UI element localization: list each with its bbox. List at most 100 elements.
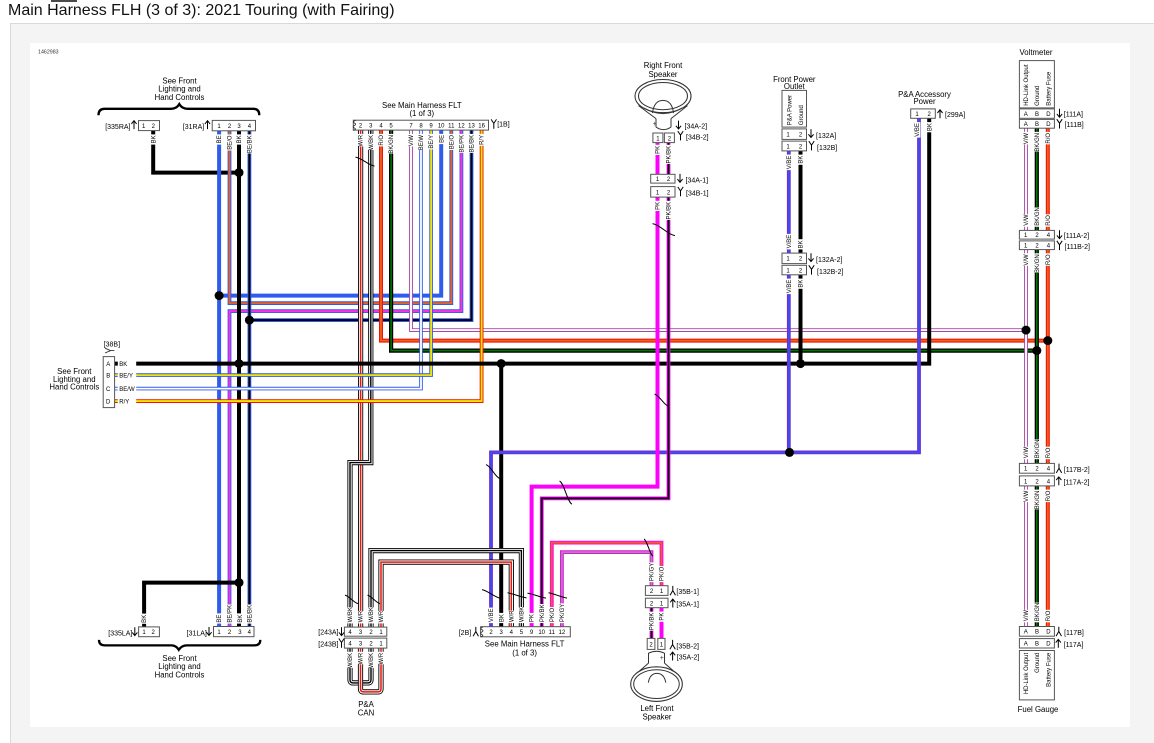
svg-text:2: 2: [152, 124, 156, 130]
svg-text:CAN: CAN: [358, 709, 374, 718]
svg-text:V/W: V/W: [1024, 215, 1030, 227]
svg-text:PK/BK: PK/BK: [540, 605, 546, 623]
svg-text:V/W: V/W: [1024, 447, 1030, 459]
svg-text:BK/GN: BK/GN: [1035, 440, 1041, 459]
svg-text:2: 2: [799, 145, 803, 151]
svg-text:V/W: V/W: [1024, 610, 1030, 622]
svg-text:1462983: 1462983: [38, 50, 59, 56]
svg-text:2: 2: [667, 191, 671, 197]
svg-text:BK/GN: BK/GN: [1035, 603, 1041, 622]
svg-text:1: 1: [142, 124, 146, 130]
svg-text:Ground: Ground: [799, 106, 805, 126]
svg-text:[117B-2]: [117B-2]: [1064, 467, 1090, 474]
svg-text:BE: BE: [217, 615, 223, 623]
svg-text:2: 2: [1035, 467, 1039, 473]
svg-text:B: B: [1035, 123, 1039, 129]
svg-text:Speaker: Speaker: [648, 71, 677, 80]
svg-text:1: 1: [786, 145, 790, 151]
svg-text:4: 4: [248, 124, 252, 130]
svg-text:2: 2: [1035, 480, 1039, 486]
svg-text:[35B-1]: [35B-1]: [676, 589, 699, 596]
svg-text:V/BE: V/BE: [787, 235, 793, 249]
svg-text:1: 1: [217, 630, 221, 636]
svg-text:11: 11: [448, 124, 455, 130]
svg-text:[299A]: [299A]: [945, 112, 965, 119]
svg-text:11: 11: [549, 630, 556, 636]
svg-text:BK: BK: [927, 123, 933, 131]
svg-text:[38B]: [38B]: [104, 342, 120, 349]
svg-text:BE/O: BE/O: [449, 135, 455, 150]
svg-text:2: 2: [668, 137, 672, 143]
svg-text:W/R: W/R: [379, 653, 385, 665]
svg-text:BE/BK: BE/BK: [247, 605, 253, 623]
svg-text:1: 1: [379, 642, 383, 648]
svg-text:P&A: P&A: [358, 700, 374, 709]
svg-text:[243B]: [243B]: [318, 642, 338, 649]
svg-text:B: B: [1035, 630, 1039, 636]
svg-text:A: A: [1024, 630, 1028, 636]
svg-text:Left Front: Left Front: [640, 704, 674, 713]
svg-text:W/R: W/R: [359, 610, 365, 622]
svg-text:V/W: V/W: [409, 135, 415, 147]
svg-text:5: 5: [389, 124, 393, 130]
svg-text:Battery Fuse: Battery Fuse: [1047, 72, 1053, 107]
svg-text:BE/W: BE/W: [419, 135, 425, 151]
svg-text:10: 10: [438, 124, 445, 130]
svg-text:[132A-2]: [132A-2]: [816, 257, 843, 264]
svg-text:[132B]: [132B]: [817, 145, 837, 152]
svg-text:1: 1: [142, 630, 146, 636]
svg-text:1: 1: [379, 630, 383, 636]
svg-text:[1B]: [1B]: [497, 122, 510, 129]
svg-text:D: D: [1046, 123, 1051, 129]
svg-text:PK/BK: PK/BK: [667, 146, 673, 164]
svg-text:1: 1: [915, 112, 919, 118]
svg-text:3: 3: [359, 630, 363, 636]
svg-text:[111A-2]: [111A-2]: [1064, 234, 1089, 241]
svg-text:8: 8: [419, 124, 423, 130]
svg-text:V/W: V/W: [1024, 254, 1030, 266]
svg-text:9: 9: [429, 124, 433, 130]
svg-text:1: 1: [656, 178, 660, 184]
svg-text:W/BK: W/BK: [348, 653, 354, 668]
svg-text:HD-Link Output: HD-Link Output: [1024, 65, 1030, 107]
svg-text:BK: BK: [119, 362, 127, 368]
svg-text:PK/GY: PK/GY: [650, 563, 656, 581]
svg-text:Ground: Ground: [1035, 653, 1041, 673]
svg-text:4: 4: [348, 642, 352, 648]
svg-text:4: 4: [1047, 467, 1051, 473]
svg-text:[335LA]: [335LA]: [108, 631, 132, 638]
svg-text:BK: BK: [799, 241, 805, 249]
svg-text:[35A-2]: [35A-2]: [677, 655, 700, 662]
svg-text:D: D: [1046, 642, 1051, 648]
svg-text:BE/BK: BE/BK: [248, 136, 254, 154]
svg-text:BE/Y: BE/Y: [429, 135, 435, 149]
svg-text:R/O: R/O: [1046, 254, 1052, 265]
svg-text:12: 12: [559, 630, 566, 636]
svg-text:2: 2: [359, 124, 363, 130]
svg-text:[117A]: [117A]: [1064, 642, 1084, 649]
svg-text:PK/GY: PK/GY: [560, 604, 566, 622]
svg-text:1: 1: [660, 643, 664, 649]
svg-text:V/BE: V/BE: [787, 156, 793, 170]
svg-text:See Main Harness FLT: See Main Harness FLT: [485, 640, 565, 649]
svg-text:BE/PK: BE/PK: [460, 135, 466, 153]
svg-text:HD-Link Output: HD-Link Output: [1024, 653, 1030, 695]
svg-text:BK: BK: [237, 136, 243, 144]
svg-text:BK/GN: BK/GN: [1035, 208, 1041, 227]
svg-text:[34A-2]: [34A-2]: [685, 124, 708, 131]
svg-text:(1 of 3): (1 of 3): [409, 109, 434, 118]
svg-text:2: 2: [228, 630, 232, 636]
svg-text:1: 1: [656, 137, 660, 143]
svg-text:A: A: [106, 362, 110, 368]
svg-text:R/O: R/O: [1046, 448, 1052, 459]
svg-text:D: D: [106, 400, 111, 406]
svg-text:BK/GN: BK/GN: [1035, 255, 1041, 274]
svg-text:[2B]: [2B]: [459, 630, 472, 637]
svg-text:BK/GN: BK/GN: [1035, 133, 1041, 152]
svg-text:BK: BK: [799, 156, 805, 164]
svg-text:B: B: [1035, 112, 1039, 118]
svg-text:V/W: V/W: [1024, 491, 1030, 503]
svg-text:1: 1: [217, 124, 221, 130]
svg-text:[117A-2]: [117A-2]: [1064, 480, 1090, 487]
svg-text:7: 7: [409, 124, 413, 130]
